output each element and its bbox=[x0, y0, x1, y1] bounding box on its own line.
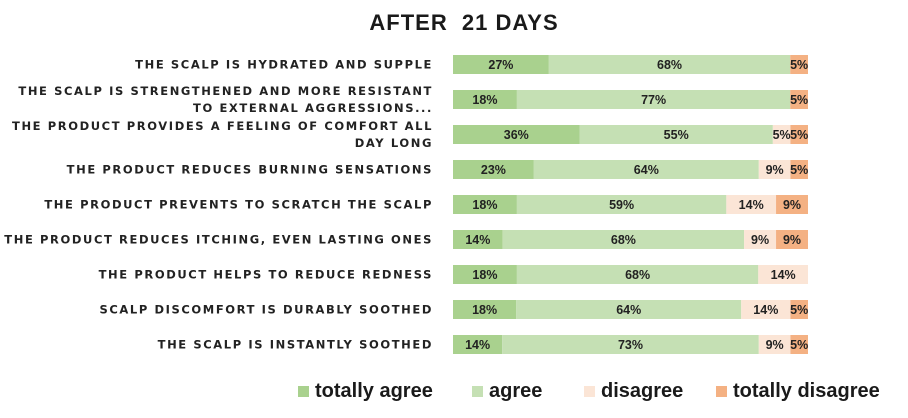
bar-segment-totally-agree-8 bbox=[453, 300, 517, 319]
category-label-1: THE SCALP IS HYDRATED AND SUPPLE bbox=[135, 58, 433, 72]
bar-segment-agree-2 bbox=[516, 90, 791, 109]
legend-label-totally-agree: totally agree bbox=[315, 380, 433, 402]
data-label-totally-agree-2: 18% bbox=[472, 93, 497, 107]
data-label-disagree-9: 9% bbox=[766, 338, 784, 352]
data-label-totally-agree-9: 14% bbox=[465, 338, 490, 352]
bar-segment-agree-8 bbox=[516, 300, 742, 319]
data-label-totally-disagree-5: 9% bbox=[783, 198, 801, 212]
data-label-totally-disagree-2: 5% bbox=[790, 93, 808, 107]
bar-segment-totally-disagree-2 bbox=[790, 90, 808, 109]
legend-label-disagree: disagree bbox=[601, 380, 683, 402]
bar-segment-agree-1 bbox=[548, 55, 791, 74]
bar-segment-totally-agree-6 bbox=[453, 230, 503, 249]
data-label-agree-6: 68% bbox=[611, 233, 636, 247]
bar-segment-totally-agree-4 bbox=[453, 160, 534, 179]
bar-segment-totally-agree-1 bbox=[453, 55, 549, 74]
bar-segment-totally-agree-5 bbox=[453, 195, 517, 214]
data-label-disagree-6: 9% bbox=[751, 233, 769, 247]
bar-segment-agree-9 bbox=[502, 335, 759, 354]
bar-segment-totally-disagree-4 bbox=[790, 160, 808, 179]
data-label-totally-agree-4: 23% bbox=[481, 163, 506, 177]
data-label-agree-5: 59% bbox=[609, 198, 634, 212]
category-label-3-line-2: DAY LONG bbox=[355, 136, 433, 150]
data-label-agree-8: 64% bbox=[616, 303, 641, 317]
legend-swatch-agree bbox=[472, 386, 483, 397]
data-label-disagree-7: 14% bbox=[771, 268, 796, 282]
bar-segment-totally-disagree-9 bbox=[790, 335, 808, 354]
bar-segment-totally-disagree-5 bbox=[776, 195, 808, 214]
bar-segment-agree-6 bbox=[502, 230, 745, 249]
bar-segment-disagree-9 bbox=[758, 335, 791, 354]
legend-swatch-totally-disagree bbox=[716, 386, 727, 397]
bar-segment-totally-agree-3 bbox=[453, 125, 580, 144]
bar-segment-disagree-5 bbox=[726, 195, 777, 214]
bar-segment-totally-disagree-1 bbox=[790, 55, 808, 74]
data-label-totally-agree-6: 14% bbox=[465, 233, 490, 247]
bar-segment-agree-4 bbox=[533, 160, 759, 179]
category-label-7: THE PRODUCT HELPS TO REDUCE REDNESS bbox=[99, 268, 433, 282]
category-label-2-line-1: THE SCALP IS STRENGTHENED AND MORE RESIS… bbox=[18, 84, 433, 98]
legend-label-agree: agree bbox=[489, 380, 542, 402]
data-label-totally-disagree-3: 5% bbox=[790, 128, 808, 142]
data-label-agree-3: 55% bbox=[664, 128, 689, 142]
data-label-agree-7: 68% bbox=[625, 268, 650, 282]
data-label-agree-1: 68% bbox=[657, 58, 682, 72]
data-label-totally-disagree-9: 5% bbox=[790, 338, 808, 352]
bar-segment-totally-disagree-6 bbox=[776, 230, 808, 249]
data-label-totally-disagree-4: 5% bbox=[790, 163, 808, 177]
data-label-agree-4: 64% bbox=[634, 163, 659, 177]
data-label-totally-agree-3: 36% bbox=[504, 128, 529, 142]
legend-label-totally-disagree: totally disagree bbox=[733, 380, 880, 402]
category-label-9: THE SCALP IS INSTANTLY SOOTHED bbox=[158, 338, 433, 352]
bar-segment-disagree-4 bbox=[758, 160, 791, 179]
legend-swatch-totally-agree bbox=[298, 386, 309, 397]
data-label-totally-agree-5: 18% bbox=[472, 198, 497, 212]
category-label-2-line-2: TO EXTERNAL AGGRESSIONS... bbox=[193, 101, 433, 115]
data-label-disagree-8: 14% bbox=[753, 303, 778, 317]
category-label-5: THE PRODUCT PREVENTS TO SCRATCH THE SCAL… bbox=[44, 198, 433, 212]
bar-segment-disagree-3 bbox=[772, 125, 791, 144]
bar-segment-agree-5 bbox=[516, 195, 727, 214]
bar-segment-totally-agree-9 bbox=[453, 335, 503, 354]
data-label-totally-agree-1: 27% bbox=[488, 58, 513, 72]
category-labels-group: THE SCALP IS HYDRATED AND SUPPLE THE SCAL… bbox=[4, 58, 433, 352]
data-label-totally-agree-7: 18% bbox=[472, 268, 497, 282]
data-label-totally-disagree-1: 5% bbox=[790, 58, 808, 72]
bar-segment-disagree-8 bbox=[741, 300, 791, 319]
chart-title: AFTER 21 DAYS bbox=[369, 10, 558, 35]
bar-segment-disagree-7 bbox=[758, 265, 808, 284]
data-label-disagree-4: 9% bbox=[766, 163, 784, 177]
data-label-disagree-3: 5% bbox=[773, 128, 791, 142]
category-label-8: SCALP DISCOMFORT IS DURABLY SOOTHED bbox=[99, 303, 433, 317]
bars-group: 27% 68% 5%18% 77% 5%36% 55% 5% 5%23% 64% 9% 5%18% 5… bbox=[453, 55, 808, 354]
data-label-totally-disagree-8: 5% bbox=[790, 303, 808, 317]
category-label-3-line-1: THE PRODUCT PROVIDES A FEELING OF COMFOR… bbox=[12, 119, 433, 133]
data-label-disagree-5: 14% bbox=[739, 198, 764, 212]
legend: totally agree agree disagree totally disagr… bbox=[298, 380, 880, 402]
bar-segment-agree-3 bbox=[579, 125, 773, 144]
bar-segment-totally-agree-7 bbox=[453, 265, 517, 284]
legend-swatch-disagree bbox=[584, 386, 595, 397]
bar-segment-agree-7 bbox=[516, 265, 759, 284]
data-label-agree-2: 77% bbox=[641, 93, 666, 107]
category-label-4: THE PRODUCT REDUCES BURNING SENSATIONS bbox=[67, 163, 433, 177]
bar-segment-disagree-6 bbox=[744, 230, 777, 249]
category-label-6: THE PRODUCT REDUCES ITCHING, EVEN LASTIN… bbox=[4, 233, 433, 247]
bar-segment-totally-disagree-3 bbox=[790, 125, 808, 144]
data-label-totally-agree-8: 18% bbox=[472, 303, 497, 317]
bar-segment-totally-agree-2 bbox=[453, 90, 517, 109]
data-label-agree-9: 73% bbox=[618, 338, 643, 352]
bar-segment-totally-disagree-8 bbox=[790, 300, 808, 319]
data-label-totally-disagree-6: 9% bbox=[783, 233, 801, 247]
